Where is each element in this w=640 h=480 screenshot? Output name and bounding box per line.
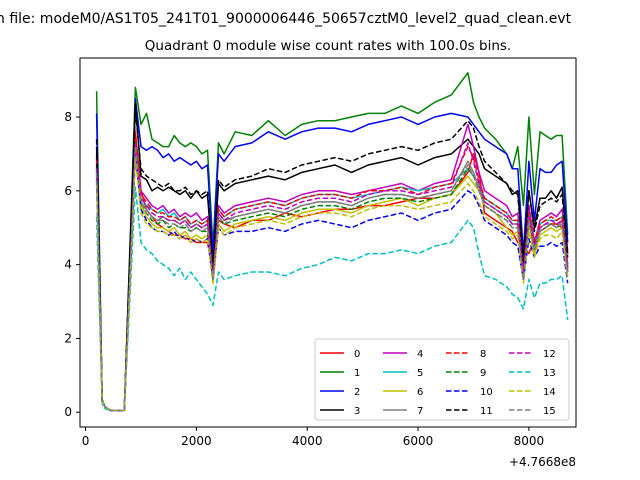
legend-label-12: 12 xyxy=(543,349,556,360)
chart-title: Quadrant 0 module wise count rates with … xyxy=(145,38,511,54)
legend-label-9: 9 xyxy=(480,368,486,379)
x-tick-label: 0 xyxy=(82,434,90,448)
legend-label-4: 4 xyxy=(417,349,423,360)
y-tick-label: 0 xyxy=(64,405,72,419)
legend-label-5: 5 xyxy=(417,368,423,379)
series-line-15 xyxy=(95,145,569,412)
series-line-2 xyxy=(95,97,569,412)
series-line-11 xyxy=(95,108,569,412)
x-axis-offset-label: +4.7668e8 xyxy=(509,455,576,469)
y-tick-label: 6 xyxy=(64,184,72,198)
x-tick-label: 2000 xyxy=(181,434,212,448)
legend-label-10: 10 xyxy=(480,387,493,398)
series-line-8 xyxy=(95,134,569,412)
legend-label-0: 0 xyxy=(354,349,360,360)
series-line-1 xyxy=(95,72,569,412)
legend-label-3: 3 xyxy=(354,406,360,417)
x-tick-label: 8000 xyxy=(514,434,545,448)
legend-label-7: 7 xyxy=(417,406,423,417)
legend-label-11: 11 xyxy=(480,406,493,417)
legend-label-14: 14 xyxy=(543,387,556,398)
series-lines xyxy=(95,72,569,412)
y-tick-label: 8 xyxy=(64,110,72,124)
legend-label-2: 2 xyxy=(354,387,360,398)
x-tick-label: 6000 xyxy=(403,434,434,448)
plot-frame xyxy=(79,57,577,428)
x-axis-ticks: 0 2000 4000 6000 8000 xyxy=(82,427,544,448)
legend-label-1: 1 xyxy=(354,368,360,379)
series-line-12 xyxy=(95,142,569,412)
figure-suptitle: n file: modeM0/AS1T05_241T01_9000006446_… xyxy=(0,11,572,27)
y-tick-label: 2 xyxy=(64,331,72,345)
legend-box xyxy=(314,338,570,421)
series-line-13 xyxy=(95,186,569,412)
legend-label-13: 13 xyxy=(543,368,556,379)
legend-label-6: 6 xyxy=(417,387,423,398)
y-tick-label: 4 xyxy=(64,258,72,272)
legend-label-8: 8 xyxy=(480,349,486,360)
x-tick-label: 4000 xyxy=(292,434,323,448)
y-axis-ticks: 0 2 4 6 8 xyxy=(64,110,80,419)
legend-label-15: 15 xyxy=(543,406,556,417)
